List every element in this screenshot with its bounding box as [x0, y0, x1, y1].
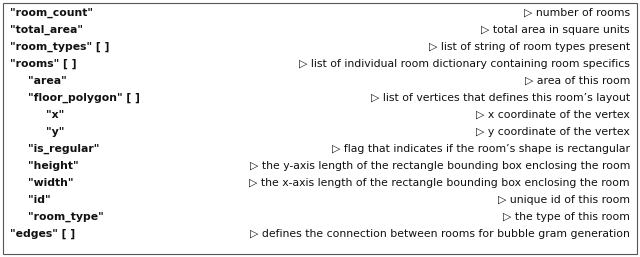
Text: ▷ flag that indicates if the room’s shape is rectangular: ▷ flag that indicates if the room’s shap… [332, 144, 630, 154]
Text: "id": "id" [28, 195, 51, 205]
Text: "width": "width" [28, 178, 74, 188]
Text: ▷ list of individual room dictionary containing room specifics: ▷ list of individual room dictionary con… [299, 59, 630, 69]
Text: ▷ total area in square units: ▷ total area in square units [481, 25, 630, 35]
Text: "room_type": "room_type" [28, 212, 104, 222]
Text: ▷ list of string of room types present: ▷ list of string of room types present [429, 42, 630, 52]
Text: ▷ area of this room: ▷ area of this room [525, 76, 630, 86]
Text: "y": "y" [46, 127, 65, 137]
Text: ▷ defines the connection between rooms for bubble gram generation: ▷ defines the connection between rooms f… [250, 229, 630, 239]
Text: ▷ the x-axis length of the rectangle bounding box enclosing the room: ▷ the x-axis length of the rectangle bou… [250, 178, 630, 188]
Text: ▷ number of rooms: ▷ number of rooms [524, 8, 630, 18]
Text: "rooms" [ ]: "rooms" [ ] [10, 59, 77, 69]
Text: ▷ unique id of this room: ▷ unique id of this room [498, 195, 630, 205]
Text: "is_regular": "is_regular" [28, 144, 99, 154]
Text: "area": "area" [28, 76, 67, 86]
Text: "x": "x" [46, 110, 64, 120]
Text: ▷ list of vertices that defines this room’s layout: ▷ list of vertices that defines this roo… [371, 93, 630, 103]
Text: "room_types" [ ]: "room_types" [ ] [10, 42, 109, 52]
Text: ▷ x coordinate of the vertex: ▷ x coordinate of the vertex [476, 110, 630, 120]
Text: ▷ the y-axis length of the rectangle bounding box enclosing the room: ▷ the y-axis length of the rectangle bou… [250, 161, 630, 171]
Text: "total_area": "total_area" [10, 25, 83, 35]
Text: "floor_polygon" [ ]: "floor_polygon" [ ] [28, 93, 140, 103]
Text: ▷ y coordinate of the vertex: ▷ y coordinate of the vertex [476, 127, 630, 137]
Text: "room_count": "room_count" [10, 8, 93, 18]
Text: "edges" [ ]: "edges" [ ] [10, 229, 75, 239]
Text: "height": "height" [28, 161, 79, 171]
Text: ▷ the type of this room: ▷ the type of this room [503, 212, 630, 222]
